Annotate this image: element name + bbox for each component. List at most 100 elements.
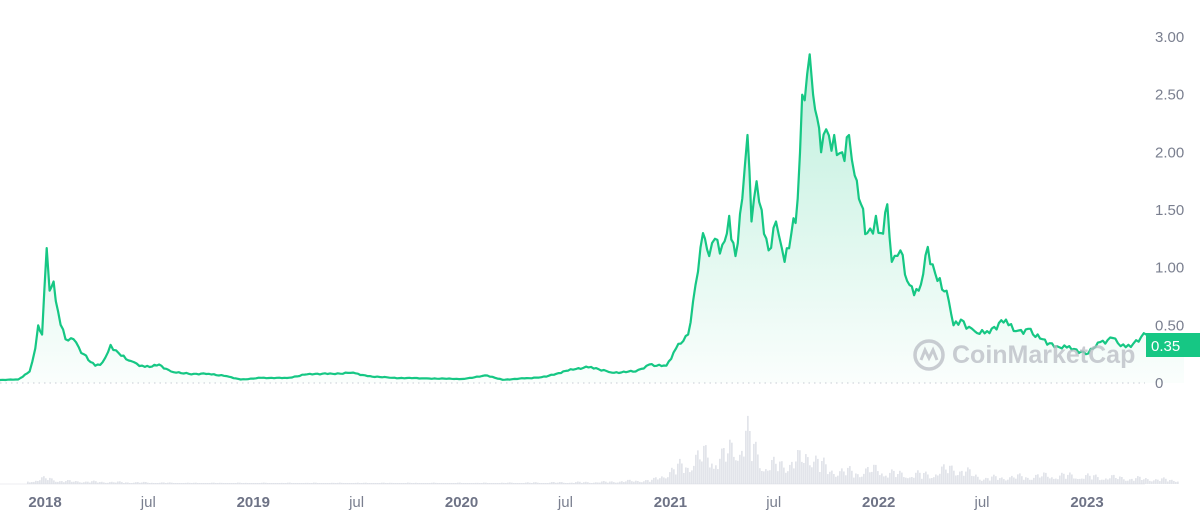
volume-bar bbox=[613, 482, 615, 484]
volume-bar bbox=[803, 463, 805, 484]
volume-bar bbox=[1165, 478, 1167, 484]
volume-bar bbox=[689, 472, 691, 484]
volume-bar bbox=[435, 482, 437, 484]
volume-bar bbox=[751, 461, 753, 484]
volume-bar bbox=[481, 483, 483, 484]
volume-bar bbox=[1053, 478, 1055, 484]
volume-bar bbox=[215, 483, 217, 484]
volume-bar bbox=[503, 482, 505, 484]
volume-bar bbox=[935, 474, 937, 484]
volume-bar bbox=[249, 483, 251, 484]
volume-bar bbox=[521, 483, 523, 484]
volume-bar bbox=[933, 477, 935, 484]
volume-bar bbox=[603, 481, 605, 484]
volume-bar bbox=[925, 471, 927, 484]
volume-bar bbox=[721, 448, 723, 484]
volume-bar bbox=[227, 483, 229, 484]
volume-bar bbox=[643, 481, 645, 484]
volume-bar bbox=[1171, 479, 1173, 484]
volume-bar bbox=[205, 483, 207, 484]
volume-bar bbox=[771, 460, 773, 484]
volume-bar bbox=[1125, 480, 1127, 484]
volume-bar bbox=[965, 471, 967, 484]
volume-bar bbox=[27, 481, 29, 484]
volume-bar bbox=[467, 483, 469, 484]
volume-bar bbox=[989, 480, 991, 484]
volume-bar bbox=[263, 482, 265, 484]
coinmarketcap-logo-icon bbox=[913, 339, 945, 371]
volume-bar bbox=[1075, 478, 1077, 484]
volume-bar bbox=[85, 481, 87, 484]
volume-bar bbox=[1167, 481, 1169, 484]
volume-bar bbox=[1123, 479, 1125, 484]
y-tick-label: 1.50 bbox=[1155, 202, 1184, 219]
volume-bar bbox=[1141, 480, 1143, 484]
volume-bar bbox=[345, 483, 347, 484]
volume-bar bbox=[167, 482, 169, 484]
price-line[interactable] bbox=[0, 53, 1185, 382]
volume-bar bbox=[843, 471, 845, 484]
volume-bar bbox=[579, 481, 581, 484]
volume-bar bbox=[255, 483, 257, 484]
volume-bar bbox=[57, 481, 59, 484]
volume-bar bbox=[545, 483, 547, 484]
volume-bar bbox=[1113, 474, 1115, 484]
volume-bar bbox=[741, 450, 743, 484]
volume-bar bbox=[785, 472, 787, 484]
volume-bar bbox=[765, 469, 767, 484]
volume-bar bbox=[1107, 479, 1109, 484]
volume-bar bbox=[1069, 472, 1071, 484]
x-tick-label: 2021 bbox=[654, 494, 687, 511]
volume-bar bbox=[1121, 477, 1123, 484]
volume-bar bbox=[715, 465, 717, 484]
volume-bar bbox=[361, 483, 363, 484]
volume-bar bbox=[343, 483, 345, 484]
volume-bar bbox=[731, 442, 733, 484]
volume-bar bbox=[851, 470, 853, 484]
volume-bar bbox=[701, 461, 703, 484]
volume-bar bbox=[285, 483, 287, 484]
volume-bar bbox=[1015, 478, 1017, 484]
volume-bar bbox=[877, 471, 879, 484]
y-tick-label: 1.00 bbox=[1155, 260, 1184, 277]
volume-bar bbox=[547, 483, 549, 484]
volume-bar bbox=[461, 483, 463, 484]
volume-bar bbox=[1115, 478, 1117, 484]
volume-bar bbox=[783, 467, 785, 484]
volume-bar bbox=[487, 483, 489, 484]
volume-bar bbox=[1063, 473, 1065, 484]
volume-bar bbox=[59, 481, 61, 484]
volume-bar bbox=[637, 481, 639, 484]
volume-bar bbox=[565, 483, 567, 484]
volume-bar bbox=[779, 461, 781, 484]
volume-bar bbox=[601, 481, 603, 484]
volume-bar bbox=[1109, 478, 1111, 484]
volume-bar bbox=[645, 480, 647, 484]
volume-bar bbox=[1151, 481, 1153, 484]
volume-bar bbox=[501, 482, 503, 484]
volume-bar bbox=[261, 482, 263, 484]
volume-bar bbox=[687, 467, 689, 484]
x-tick-label: jul bbox=[765, 494, 781, 511]
volume-bar bbox=[253, 483, 255, 484]
volume-bar bbox=[141, 482, 143, 484]
volume-bar bbox=[513, 483, 515, 484]
volume-bar bbox=[671, 467, 673, 484]
volume-bar bbox=[271, 483, 273, 484]
volume-bar bbox=[339, 482, 341, 484]
volume-bar bbox=[1105, 478, 1107, 484]
volume-bar bbox=[677, 463, 679, 484]
volume-bar bbox=[1149, 480, 1151, 484]
volume-bar bbox=[397, 483, 399, 484]
volume-bar bbox=[707, 457, 709, 484]
volume-bar bbox=[913, 477, 915, 484]
volume-bar bbox=[1019, 473, 1021, 484]
volume-bar bbox=[985, 477, 987, 484]
volume-bar bbox=[143, 481, 145, 484]
volume-bar bbox=[211, 482, 213, 484]
volume-bar bbox=[713, 468, 715, 484]
volume-bar bbox=[919, 472, 921, 484]
volume-bar bbox=[819, 472, 821, 484]
volume-bar bbox=[1079, 478, 1081, 484]
